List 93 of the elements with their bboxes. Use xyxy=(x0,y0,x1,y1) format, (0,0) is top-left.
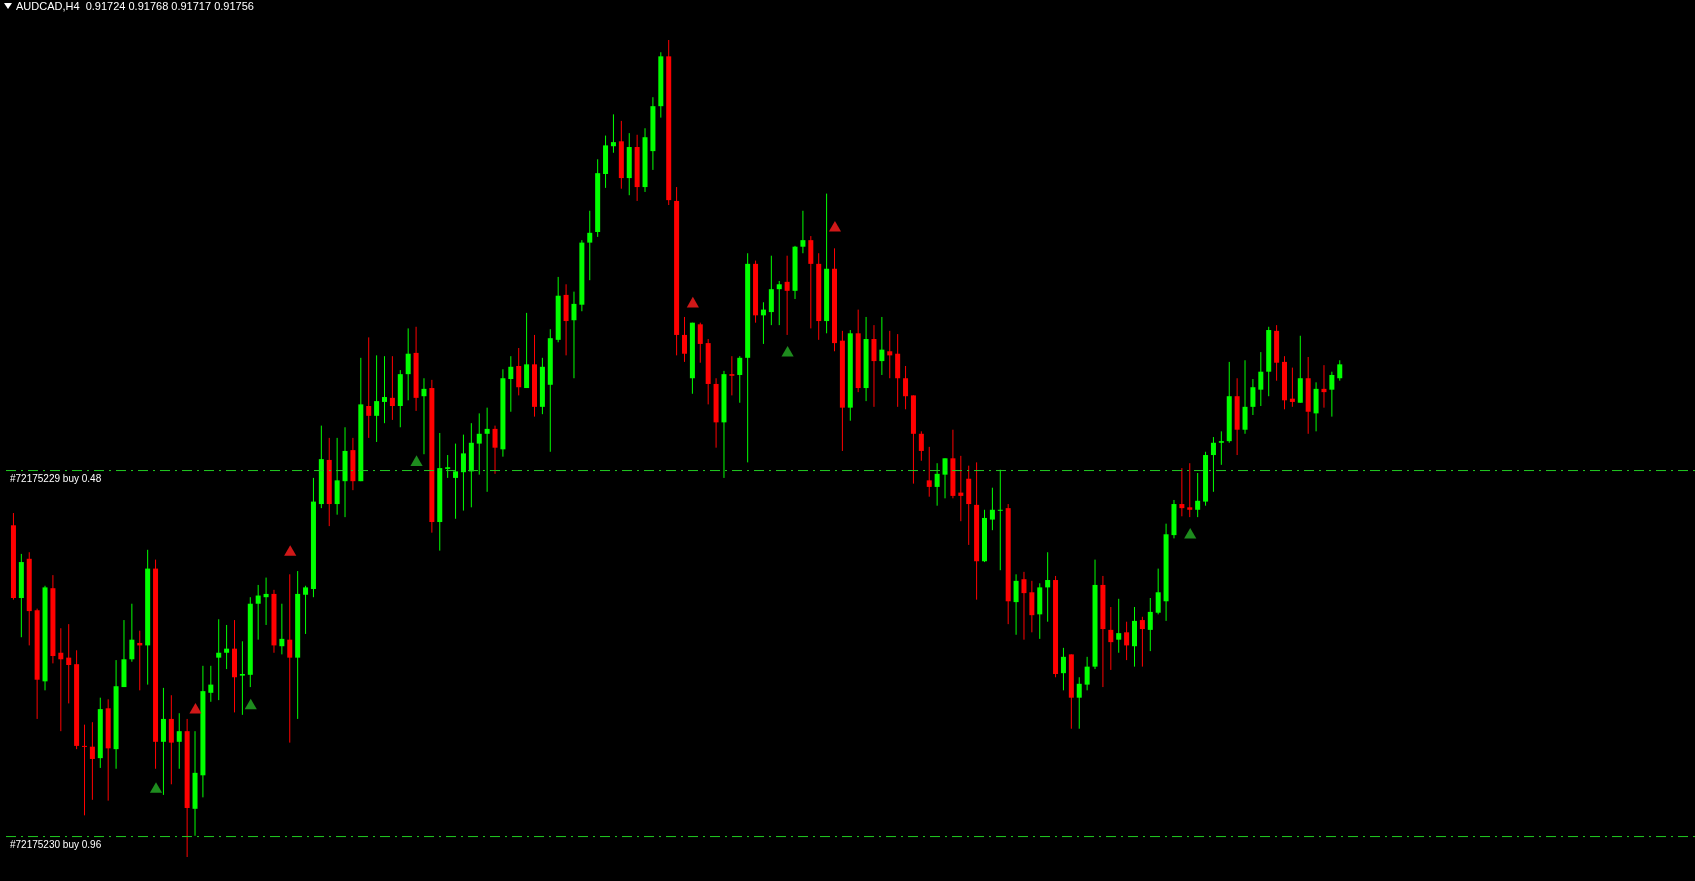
ref-line-label: #72175229 buy 0.48 xyxy=(10,472,102,484)
candlestick xyxy=(1258,351,1264,407)
point xyxy=(189,702,202,714)
candlestick xyxy=(1250,378,1256,416)
candlestick xyxy=(460,434,466,512)
candlestick xyxy=(1139,616,1145,668)
candlestick xyxy=(89,721,95,801)
candlestick xyxy=(776,280,782,326)
candlestick xyxy=(1060,647,1066,691)
candlestick xyxy=(1045,551,1051,623)
candlestick xyxy=(682,316,687,363)
candlestick xyxy=(918,430,924,462)
candlestick xyxy=(903,365,909,410)
candlestick xyxy=(1321,364,1327,409)
candlestick xyxy=(697,322,703,364)
point xyxy=(1184,528,1197,539)
candlestick xyxy=(768,255,774,326)
candlestick xyxy=(453,443,459,520)
candlestick xyxy=(1021,571,1027,641)
candlestick xyxy=(1108,606,1114,671)
candlestick xyxy=(1124,621,1130,661)
candlestick xyxy=(958,455,964,522)
point xyxy=(781,345,794,357)
chart-title: AUDCAD,H4 0.91724 0.91768 0.91717 0.91756 xyxy=(16,0,254,12)
candlestick xyxy=(445,454,451,479)
point xyxy=(244,698,257,710)
point xyxy=(284,545,297,556)
candlestick xyxy=(871,324,877,408)
candlestick xyxy=(934,462,940,507)
candlestick xyxy=(239,640,245,716)
candlestick xyxy=(1289,367,1295,408)
candlestick xyxy=(1195,472,1201,518)
candlestick xyxy=(66,623,72,704)
candlestick xyxy=(737,355,743,404)
candlestick xyxy=(610,113,616,154)
candlestick xyxy=(1218,430,1224,466)
candlestick xyxy=(1242,359,1248,435)
candlestick xyxy=(366,336,372,439)
candlestick xyxy=(208,665,214,703)
candlestick xyxy=(926,446,932,498)
candlestick xyxy=(58,627,64,732)
candlestick xyxy=(997,469,1003,571)
candlestick xyxy=(279,603,285,655)
ref-line-label: #72175230 buy 0.96 xyxy=(10,838,102,850)
candlestick xyxy=(129,603,135,663)
candlestick xyxy=(1329,371,1335,418)
candlestick xyxy=(382,355,387,424)
candlestick xyxy=(1076,676,1082,730)
candlestick xyxy=(1155,568,1161,615)
candlestick xyxy=(492,425,498,475)
candlestick xyxy=(82,724,87,816)
candlestick xyxy=(524,312,530,389)
candlestick xyxy=(729,355,735,396)
candlestick xyxy=(800,210,806,254)
candlestick xyxy=(263,577,269,626)
candlestick xyxy=(808,235,814,329)
candlestick xyxy=(476,412,482,476)
candlestick xyxy=(287,573,293,744)
candlestick xyxy=(334,437,340,516)
candlestick xyxy=(1029,580,1035,633)
candlestick xyxy=(508,355,514,413)
candlestick xyxy=(224,624,230,670)
candlestick xyxy=(942,457,948,499)
candlestick xyxy=(571,291,577,379)
candlestick xyxy=(1337,359,1343,382)
candlestick xyxy=(176,712,182,770)
candlestick xyxy=(160,687,166,796)
candlestick xyxy=(216,618,222,701)
candlestick xyxy=(1116,598,1122,654)
candlestick xyxy=(421,377,427,455)
candlestick xyxy=(389,355,395,421)
point xyxy=(828,220,842,232)
candlestick xyxy=(1187,462,1193,518)
candlestick xyxy=(303,585,309,635)
candlestick xyxy=(405,327,411,401)
candlestick xyxy=(168,694,174,785)
candlestick xyxy=(484,407,490,493)
point xyxy=(149,782,163,793)
candlestick xyxy=(887,330,893,379)
point xyxy=(410,455,423,466)
candlestick xyxy=(879,316,885,376)
candlestick xyxy=(784,255,790,336)
candlestick xyxy=(1084,656,1090,691)
candlestick xyxy=(1013,573,1019,636)
candlestick xyxy=(516,347,522,396)
point xyxy=(686,296,699,308)
candlestick xyxy=(587,210,593,281)
candlestick xyxy=(1179,467,1185,517)
candlestick xyxy=(255,584,261,641)
candlestick xyxy=(989,487,995,531)
candlestick xyxy=(374,354,380,443)
candlestick xyxy=(1147,597,1153,652)
candlestick xyxy=(1210,436,1216,493)
